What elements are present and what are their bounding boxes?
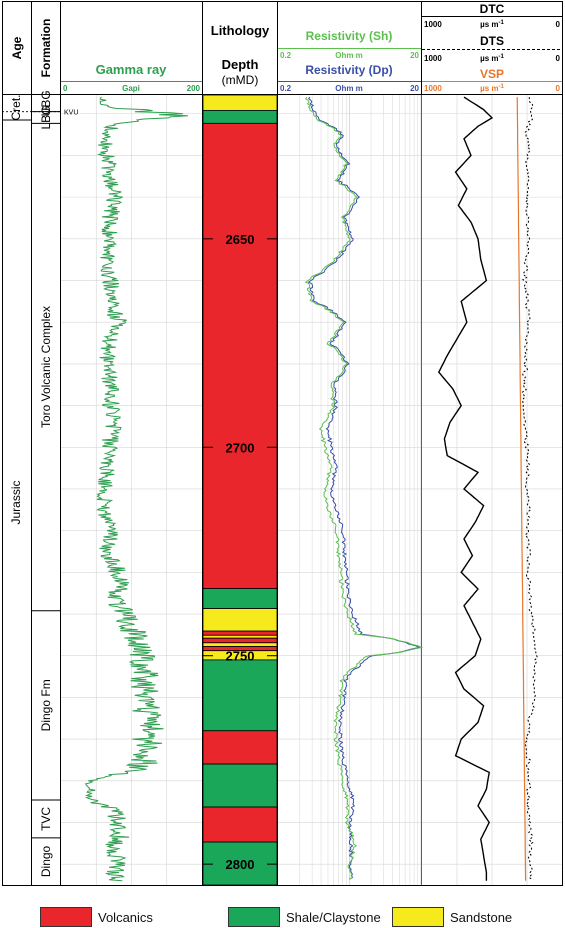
gamma-unit: Gapi bbox=[122, 84, 140, 93]
dtc-max: 0 bbox=[556, 20, 561, 29]
age-column: Cret. Jurassic bbox=[2, 94, 31, 525]
dtc-curve bbox=[437, 96, 494, 881]
res-sh-max: 20 bbox=[410, 51, 419, 60]
legend-volcanics: Volcanics bbox=[40, 906, 153, 928]
lithology-volcanics-bed bbox=[202, 630, 278, 636]
formation-label: Dingo bbox=[39, 845, 53, 877]
legend-label-shale: Shale/Claystone bbox=[286, 909, 381, 925]
lithology-sandstone-bed bbox=[202, 608, 278, 632]
res-dp-max: 20 bbox=[410, 84, 419, 93]
kvu-marker: KVU bbox=[2, 110, 78, 117]
depth-title: Depth bbox=[222, 57, 259, 72]
log-curves bbox=[84, 96, 538, 882]
res-dp-min: 0.2 bbox=[280, 84, 292, 93]
lithology-volcanics-bed bbox=[202, 637, 278, 644]
depth-labels: 2650 2700 2750 2800 bbox=[203, 232, 277, 872]
dts-min: 1000 bbox=[424, 54, 442, 63]
resistivity-sh-curve bbox=[304, 96, 424, 880]
depth-tick-label: 2650 bbox=[226, 232, 255, 247]
formation-label: Toro Volcanic Complex bbox=[39, 306, 53, 428]
frame-formation bbox=[31, 1, 61, 886]
kvu-label: KVU bbox=[64, 110, 78, 117]
depth-tick-label: 2750 bbox=[226, 649, 255, 664]
track-frames bbox=[2, 1, 563, 886]
legend-swatch-volcanics bbox=[40, 907, 92, 927]
vsp-unit-base: µs m bbox=[480, 84, 498, 93]
dtc-title: DTC bbox=[480, 2, 505, 16]
vsp-min: 1000 bbox=[424, 84, 442, 93]
legend-swatch-shale bbox=[228, 907, 280, 927]
dts-max: 0 bbox=[556, 54, 561, 63]
res-sh-title: Resistivity (Sh) bbox=[306, 29, 393, 43]
formation-label: LBG bbox=[39, 106, 53, 130]
legend-shale: Shale/Claystone bbox=[228, 906, 381, 928]
lithology-column bbox=[202, 94, 278, 886]
legend-label-sandstone: Sandstone bbox=[450, 909, 513, 925]
frame-sonic bbox=[421, 1, 563, 886]
formation-header: Formation bbox=[39, 19, 53, 78]
lithology-shale-bed bbox=[202, 588, 278, 610]
frame-age bbox=[2, 1, 32, 886]
lithology-shale-bed bbox=[202, 659, 278, 732]
res-sh-unit: Ohm m bbox=[335, 51, 363, 60]
dtc-unit-sup: -1 bbox=[499, 20, 505, 26]
grid-lines bbox=[61, 95, 562, 885]
dts-unit: µs m-1 bbox=[480, 54, 504, 63]
dts-curve bbox=[521, 97, 538, 881]
gamma-title: Gamma ray bbox=[96, 62, 168, 77]
depth-unit: (mMD) bbox=[222, 73, 259, 87]
formation-label: UBG bbox=[39, 90, 53, 116]
lithology-volcanics-bed bbox=[202, 122, 278, 589]
dtc-unit: µs m-1 bbox=[480, 20, 504, 29]
gamma-ray-curve bbox=[84, 96, 188, 882]
gamma-min: 0 bbox=[63, 84, 68, 93]
vsp-curve bbox=[516, 97, 527, 881]
res-dp-unit: Ohm m bbox=[335, 84, 363, 93]
dtc-unit-base: µs m bbox=[480, 20, 498, 29]
legend-swatch-sandstone bbox=[392, 907, 444, 927]
formation-label: TVC bbox=[39, 807, 53, 831]
legend-sandstone: Sandstone bbox=[392, 906, 512, 928]
age-header: Age bbox=[10, 36, 24, 59]
legend-label-volcanics: Volcanics bbox=[98, 909, 153, 925]
lithology-title: Lithology bbox=[211, 23, 270, 38]
vsp-max: 0 bbox=[556, 84, 561, 93]
formation-label: Dingo Fm bbox=[39, 679, 53, 731]
dts-unit-base: µs m bbox=[480, 54, 498, 63]
res-dp-title: Resistivity (Dp) bbox=[305, 63, 392, 77]
age-label: Cret. bbox=[9, 94, 23, 120]
vsp-title: VSP bbox=[480, 67, 504, 81]
lithology-volcanics-bed bbox=[202, 806, 278, 843]
lithology-sandstone-bed bbox=[202, 634, 278, 639]
dtc-min: 1000 bbox=[424, 20, 442, 29]
dts-title: DTS bbox=[480, 34, 504, 48]
lithology-sandstone-bed bbox=[202, 642, 278, 647]
resistivity-dp-curve bbox=[307, 96, 421, 880]
gamma-max: 200 bbox=[187, 84, 201, 93]
age-label: Jurassic bbox=[9, 480, 23, 524]
lithology-volcanics-bed bbox=[202, 730, 278, 765]
vsp-unit-sup: -1 bbox=[499, 84, 505, 90]
vsp-unit: µs m-1 bbox=[480, 84, 504, 93]
depth-tick-label: 2800 bbox=[226, 857, 255, 872]
lithology-sandstone-bed bbox=[202, 94, 278, 111]
lithology-shale-bed bbox=[202, 110, 278, 124]
dts-unit-sup: -1 bbox=[499, 54, 505, 60]
lithology-shale-bed bbox=[202, 841, 278, 886]
depth-tick-label: 2700 bbox=[226, 440, 255, 455]
lithology-shale-bed bbox=[202, 763, 278, 808]
res-sh-min: 0.2 bbox=[280, 51, 292, 60]
